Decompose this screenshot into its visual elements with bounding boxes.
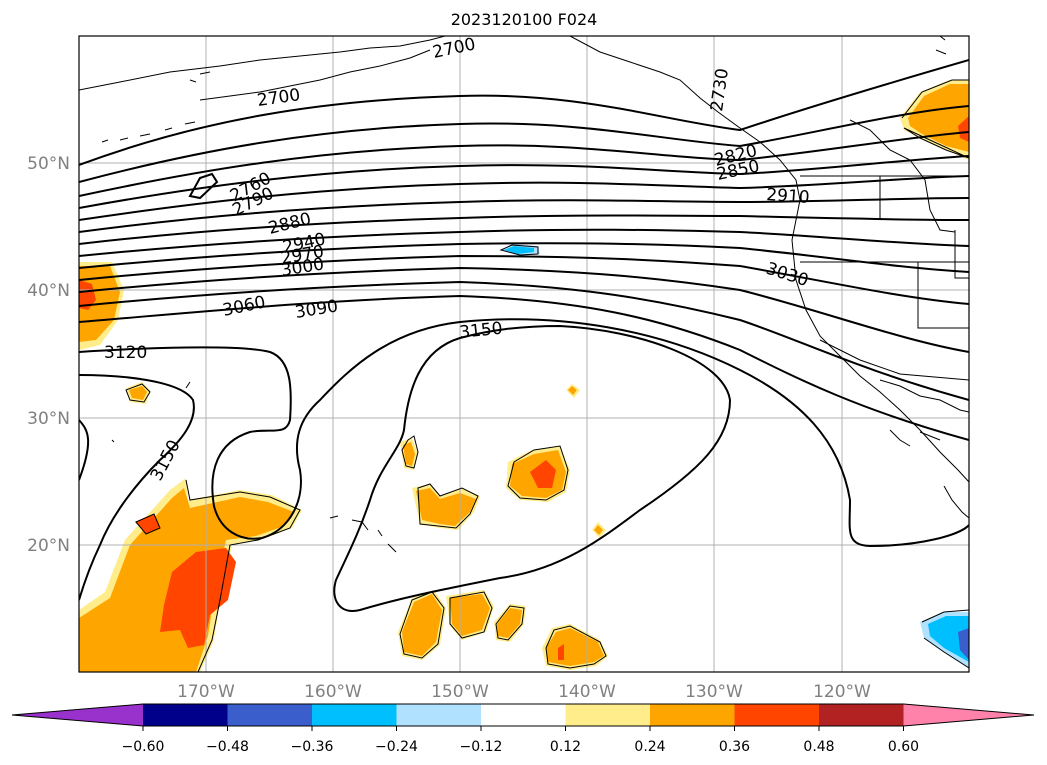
map-frame xyxy=(78,35,970,673)
colorbar-max-extend xyxy=(903,704,1034,726)
colorbar-tick-label: −0.12 xyxy=(460,739,503,755)
longitude-label: 170°W xyxy=(177,682,235,702)
colorbar-tick-label: −0.60 xyxy=(122,739,165,755)
latitude-label: 40°N xyxy=(27,281,70,301)
colorbar-segment xyxy=(734,704,820,726)
colorbar-min-extend xyxy=(12,704,143,726)
colorbar-tick-label: 0.60 xyxy=(888,739,919,755)
colorbar-segment xyxy=(312,704,398,726)
colorbar-segment xyxy=(565,704,651,726)
colorbar-tick-label: 0.48 xyxy=(803,739,834,755)
colorbar-tick-label: −0.36 xyxy=(291,739,334,755)
colorbar-segment xyxy=(481,704,567,726)
colorbar-segment xyxy=(143,704,229,726)
colorbar-segment xyxy=(650,704,736,726)
colorbar-tick-label: −0.48 xyxy=(206,739,249,755)
colorbar-tick-label: 0.12 xyxy=(550,739,581,755)
colorbar-tick-label: 0.24 xyxy=(634,739,665,755)
longitude-label: 140°W xyxy=(558,682,616,702)
latitude-label: 30°N xyxy=(27,409,70,429)
colorbar-tick-label: 0.36 xyxy=(719,739,750,755)
longitude-label: 160°W xyxy=(304,682,362,702)
colorbar-tick-label: −0.24 xyxy=(375,739,418,755)
colorbar: −0.60 −0.48 −0.36 −0.24 −0.12 0.12 0.24 0.36 0.4… xyxy=(11,703,1035,755)
latitude-axis: 50°N 40°N 30°N 20°N xyxy=(27,154,70,556)
contour-label: 3150 xyxy=(458,319,503,343)
longitude-label: 130°W xyxy=(685,682,743,702)
longitude-label: 150°W xyxy=(431,682,489,702)
contour-label: 3120 xyxy=(104,343,147,363)
map-title: 2023120100 F024 xyxy=(451,10,598,29)
longitude-axis: 170°W 160°W 150°W 140°W 130°W 120°W xyxy=(177,682,871,702)
coastlines xyxy=(79,36,969,672)
latitude-label: 50°N xyxy=(27,154,70,174)
height-contours xyxy=(79,59,969,612)
colorbar-segment xyxy=(396,704,482,726)
colorbar-segment xyxy=(819,704,905,726)
colorbar-segment xyxy=(227,704,313,726)
graticule xyxy=(79,36,969,672)
longitude-label: 120°W xyxy=(813,682,871,702)
contour-label: 2910 xyxy=(766,185,811,208)
latitude-label: 20°N xyxy=(27,536,70,556)
